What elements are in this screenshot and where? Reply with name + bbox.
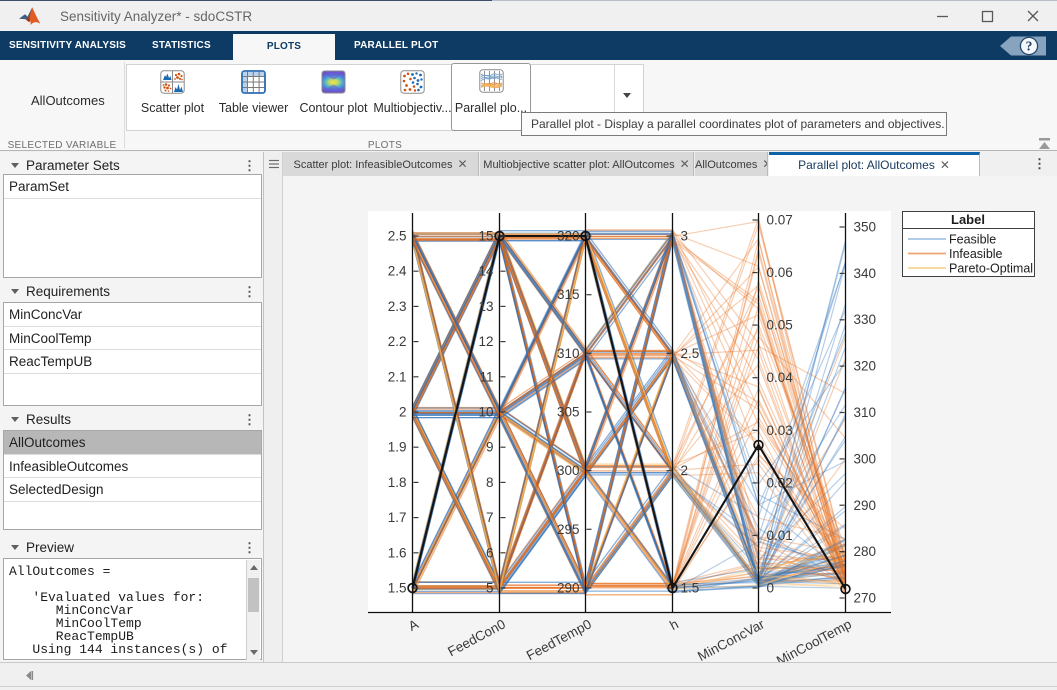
svg-text:350: 350: [854, 220, 877, 235]
svg-text:6: 6: [486, 545, 494, 560]
svg-text:Pareto-Optimal: Pareto-Optimal: [949, 262, 1033, 276]
svg-text:305: 305: [557, 405, 580, 420]
svg-text:5: 5: [486, 581, 494, 596]
svg-text:1.8: 1.8: [388, 475, 407, 490]
svg-text:8: 8: [486, 475, 494, 490]
svg-text:Feasible: Feasible: [949, 233, 996, 247]
svg-text:320: 320: [557, 229, 580, 244]
svg-text:1.9: 1.9: [388, 440, 407, 455]
svg-text:2.3: 2.3: [388, 299, 407, 314]
svg-text:11: 11: [479, 369, 493, 384]
svg-text:2.1: 2.1: [388, 369, 407, 384]
svg-text:300: 300: [557, 463, 580, 478]
svg-text:?: ?: [1026, 39, 1033, 54]
svg-text:9: 9: [486, 440, 494, 455]
svg-text:315: 315: [557, 287, 580, 302]
svg-text:2.5: 2.5: [388, 229, 407, 244]
svg-text:300: 300: [854, 451, 877, 466]
svg-text:0: 0: [767, 581, 775, 596]
svg-text:330: 330: [854, 312, 877, 327]
svg-text:2.2: 2.2: [388, 334, 407, 349]
svg-text:13: 13: [478, 299, 493, 314]
svg-text:340: 340: [854, 266, 877, 281]
svg-text:0.05: 0.05: [767, 318, 793, 333]
svg-text:320: 320: [854, 359, 877, 374]
svg-text:1.7: 1.7: [388, 510, 407, 525]
svg-text:7: 7: [486, 510, 494, 525]
svg-text:15: 15: [478, 229, 493, 244]
svg-text:0.02: 0.02: [767, 475, 793, 490]
svg-text:290: 290: [854, 498, 877, 513]
svg-text:0.06: 0.06: [767, 265, 793, 280]
svg-text:Label: Label: [951, 212, 985, 227]
svg-text:2.5: 2.5: [681, 346, 700, 361]
svg-text:2: 2: [681, 463, 689, 478]
svg-text:12: 12: [478, 334, 493, 349]
svg-text:310: 310: [557, 346, 580, 361]
svg-text:310: 310: [854, 405, 877, 420]
svg-text:0.04: 0.04: [767, 370, 794, 385]
svg-text:14: 14: [478, 264, 494, 279]
svg-text:280: 280: [854, 544, 877, 559]
svg-text:Infeasible: Infeasible: [949, 247, 1003, 261]
svg-text:2: 2: [399, 405, 407, 420]
svg-text:3: 3: [681, 229, 689, 244]
svg-text:1.6: 1.6: [388, 545, 407, 560]
svg-text:295: 295: [557, 522, 580, 537]
svg-text:290: 290: [557, 581, 580, 596]
svg-text:10: 10: [478, 405, 493, 420]
svg-text:0.01: 0.01: [767, 528, 793, 543]
svg-text:270: 270: [854, 591, 877, 606]
svg-text:0.03: 0.03: [767, 423, 793, 438]
svg-text:1.5: 1.5: [681, 581, 700, 596]
svg-text:2.4: 2.4: [388, 264, 407, 279]
svg-text:1.5: 1.5: [388, 581, 407, 596]
svg-text:0.07: 0.07: [767, 213, 793, 228]
